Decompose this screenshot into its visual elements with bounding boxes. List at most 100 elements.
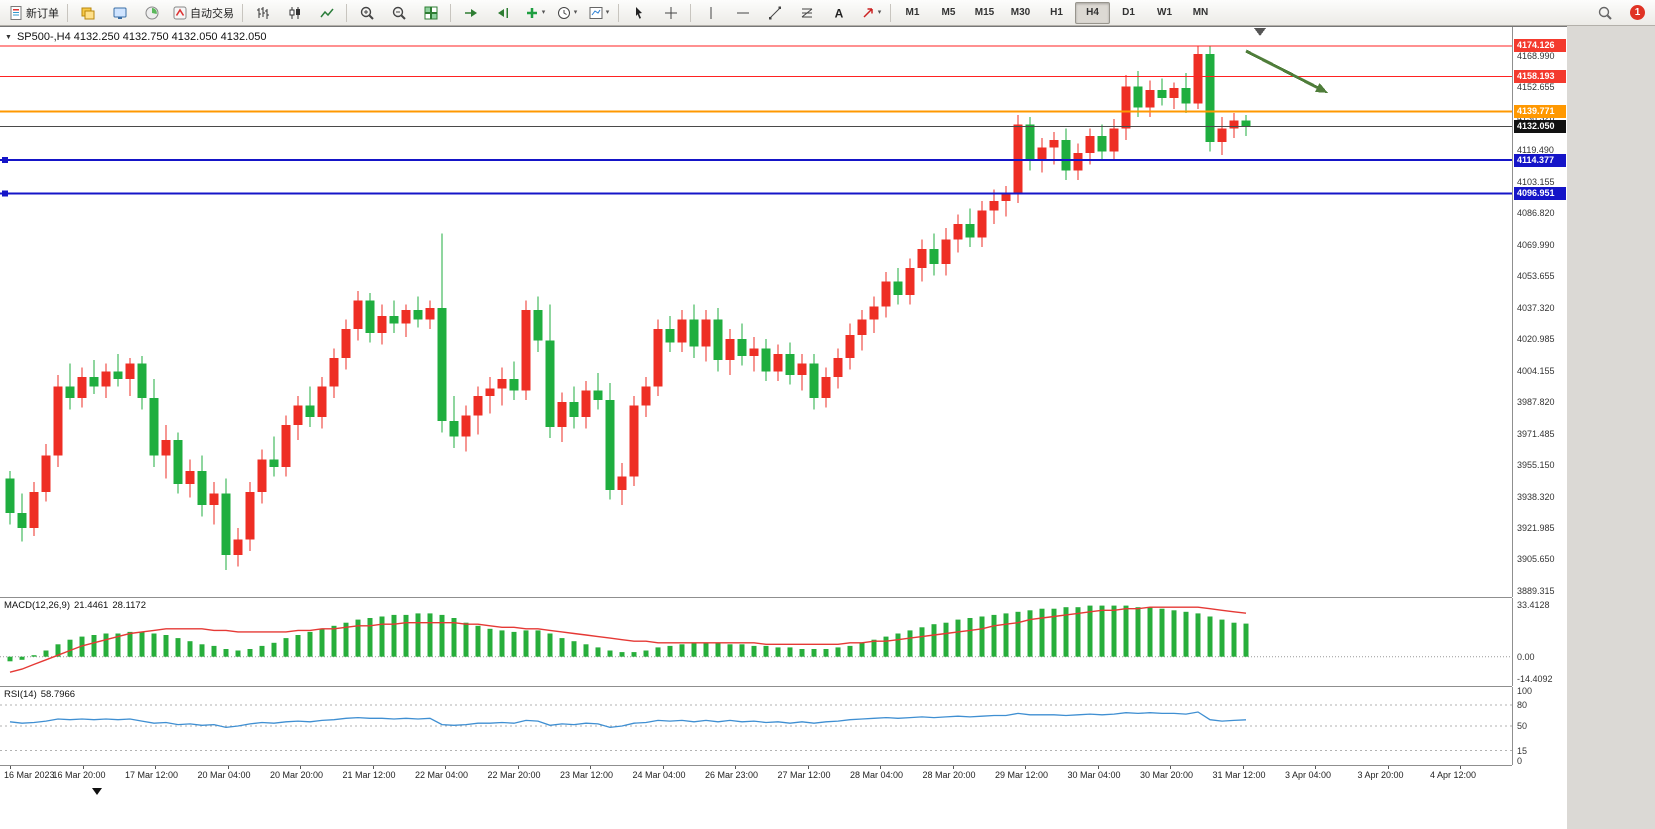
- time-label: 22 Mar 04:00: [415, 770, 469, 780]
- price-axis[interactable]: 4168.990 4152.655 4136.320 4119.490 4103.155…: [1512, 27, 1567, 597]
- timeframe-button-mn[interactable]: MN: [1192, 7, 1209, 18]
- time-tick: [445, 766, 446, 769]
- cursor-button[interactable]: [623, 1, 654, 25]
- time-label: 31 Mar 12:00: [1212, 770, 1266, 780]
- chart-title-text: SP500-,H4 4132.250 4132.750 4132.050 413…: [16, 31, 267, 43]
- rsi-canvas[interactable]: [0, 687, 1512, 765]
- search-button[interactable]: [1589, 1, 1620, 25]
- rsi-tick: 50: [1517, 721, 1528, 731]
- search-icon: [1598, 6, 1612, 20]
- dropdown-caret-icon: ▾: [877, 9, 882, 16]
- auto-scroll-icon: [464, 8, 477, 17]
- toolbar-right: 1: [1589, 1, 1651, 25]
- timeframe-button-h1[interactable]: H1: [1050, 7, 1063, 18]
- indicators-button[interactable]: ▾: [519, 1, 550, 25]
- text-button[interactable]: A: [823, 1, 854, 25]
- timeframe-button-m5[interactable]: M5: [941, 7, 956, 18]
- auto-scroll-button[interactable]: [455, 1, 486, 25]
- dropdown-caret-icon: ▾: [541, 9, 546, 16]
- price-line-label: 4096.951: [1514, 187, 1566, 200]
- main-chart-canvas[interactable]: [0, 27, 1512, 597]
- trendline-button[interactable]: [759, 1, 790, 25]
- arrows-tool-icon: [863, 7, 873, 18]
- time-tick: [952, 766, 954, 769]
- macd-canvas[interactable]: [0, 598, 1512, 686]
- chart-shift-icon: [497, 7, 508, 18]
- candlestick-chart-button[interactable]: [279, 1, 310, 25]
- rsi-tick: 0: [1517, 756, 1523, 765]
- time-label: 29 Mar 12:00: [995, 770, 1049, 780]
- horizontal-line-button[interactable]: [727, 1, 758, 25]
- time-tick: [1460, 766, 1461, 769]
- text-tool-icon: A: [834, 6, 843, 20]
- macd-label: MACD(12,26,9) 21.4461 28.1172: [4, 600, 146, 611]
- bar-chart-button[interactable]: [247, 1, 278, 25]
- horizontal-line-icon: [736, 12, 749, 13]
- timeframe-button-m15[interactable]: M15: [974, 7, 995, 18]
- timeframe-button-m1[interactable]: M1: [905, 7, 920, 18]
- template-icon: [589, 6, 603, 19]
- tile-windows-icon: [424, 6, 437, 19]
- time-label: 22 Mar 20:00: [487, 770, 541, 780]
- time-label: 20 Mar 04:00: [197, 770, 251, 780]
- price-tick: 3971.485: [1517, 428, 1555, 439]
- zoom-in-button[interactable]: [351, 1, 382, 25]
- timeframe-button-h4[interactable]: H4: [1075, 1, 1110, 24]
- zoom-out-button[interactable]: [383, 1, 414, 25]
- price-tick: 4004.155: [1517, 366, 1555, 376]
- toolbar-separator: [450, 3, 451, 22]
- timeframe-button-w1[interactable]: W1: [1157, 7, 1172, 18]
- notification-badge[interactable]: 1: [1630, 5, 1645, 20]
- dropdown-caret-icon: ▾: [605, 9, 610, 16]
- vertical-line-button[interactable]: [695, 1, 726, 25]
- time-tick: [1025, 766, 1026, 769]
- arrows-button[interactable]: ▾: [855, 1, 886, 25]
- strategy-tester-button[interactable]: [136, 1, 167, 25]
- fibonacci-button[interactable]: [791, 1, 822, 25]
- toolbar-separator: [346, 3, 347, 22]
- layouts-icon: [81, 7, 94, 19]
- toolbar-separator: [242, 3, 243, 22]
- terminal-button[interactable]: [104, 1, 135, 25]
- tile-windows-button[interactable]: [415, 1, 446, 25]
- time-label: 16 Mar 20:00: [52, 770, 106, 780]
- time-tick: [10, 766, 11, 769]
- scroll-indicator-icon[interactable]: [92, 788, 102, 795]
- macd-tick: 0.00: [1517, 651, 1535, 662]
- time-label: 26 Mar 23:00: [705, 770, 759, 780]
- time-label: 28 Mar 04:00: [850, 770, 904, 780]
- clock-icon: [557, 6, 570, 19]
- crosshair-button[interactable]: [655, 1, 686, 25]
- time-tick: [880, 766, 881, 769]
- price-tick: 3955.150: [1517, 459, 1555, 470]
- templates-button[interactable]: ▾: [583, 1, 614, 25]
- time-axis[interactable]: 16 Mar 2023 16 Mar 20:00 17 Mar 12:00 20 Ma…: [0, 766, 1512, 783]
- svg-text:A: A: [834, 6, 843, 20]
- chart-shift-button[interactable]: [487, 1, 518, 25]
- time-tick: [155, 766, 156, 769]
- line-chart-button[interactable]: [311, 1, 342, 25]
- toolbar-separator: [618, 3, 619, 22]
- chart-layouts-button[interactable]: [72, 1, 103, 25]
- periods-button[interactable]: ▾: [551, 1, 582, 25]
- macd-tick: -14.4092: [1517, 674, 1553, 684]
- timeframe-button-d1[interactable]: D1: [1122, 7, 1135, 18]
- add-indicator-icon: [526, 7, 537, 18]
- time-label: 4 Apr 12:00: [1430, 770, 1477, 780]
- rsi-tick: 100: [1517, 687, 1533, 696]
- toolbar-separator: [67, 3, 68, 22]
- time-tick: [300, 766, 301, 769]
- vertical-line-icon: [710, 6, 711, 19]
- one-click-expander-icon[interactable]: ▼: [5, 33, 12, 41]
- rsi-axis[interactable]: 100 80 50 15 0: [1512, 687, 1567, 765]
- auto-trading-button[interactable]: 自动交易: [168, 1, 238, 25]
- price-tick: 3921.985: [1517, 523, 1555, 534]
- new-order-button[interactable]: 新订单: [4, 1, 63, 25]
- price-tick: 4152.655: [1517, 82, 1555, 92]
- rsi-label: RSI(14) 58.7966: [4, 689, 76, 700]
- time-tick: [1242, 766, 1244, 769]
- macd-axis[interactable]: 33.4128 0.00 -14.4092: [1512, 598, 1567, 686]
- timeframe-button-m30[interactable]: M30: [1010, 7, 1031, 18]
- crosshair-icon: [664, 6, 677, 19]
- price-tick: 3889.315: [1517, 585, 1555, 596]
